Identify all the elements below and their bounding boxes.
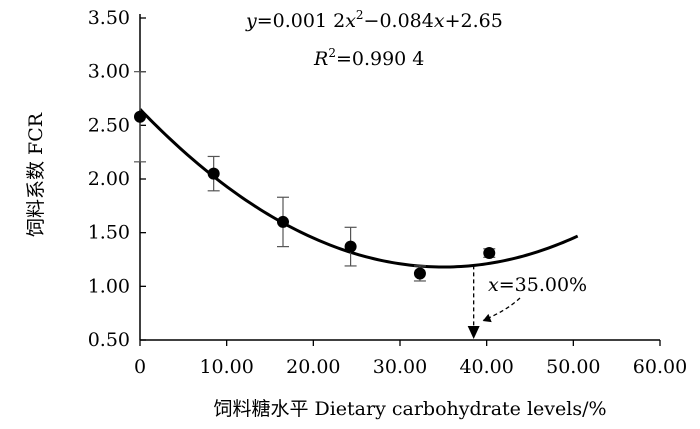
x-tick-label: 60.00 bbox=[633, 356, 687, 378]
data-point bbox=[483, 247, 496, 260]
x-axis-title: 饲料糖水平 Dietary carbohydrate levels/% bbox=[213, 398, 606, 420]
error-bars bbox=[134, 71, 496, 282]
data-point bbox=[413, 267, 426, 280]
minimum-arrowhead bbox=[467, 326, 480, 339]
x-tick-label: 10.00 bbox=[199, 356, 253, 378]
fit-equation: y=0.001 2x2−0.084x+2.65 bbox=[245, 8, 503, 32]
y-tick-label: 3.00 bbox=[88, 61, 130, 83]
y-tick-label: 3.50 bbox=[88, 7, 130, 29]
y-tick-label: 1.50 bbox=[88, 222, 130, 244]
minimum-annotation: x=35.00% bbox=[467, 265, 587, 339]
y-tick-label: 1.00 bbox=[88, 275, 130, 297]
r-squared: R2=0.990 4 bbox=[313, 46, 424, 70]
y-tick-label: 2.50 bbox=[88, 114, 130, 136]
x-tick-label: 50.00 bbox=[546, 356, 600, 378]
data-point bbox=[207, 167, 220, 180]
minimum-label: x=35.00% bbox=[488, 274, 587, 296]
data-point bbox=[344, 240, 357, 253]
x-ticks: 0 10.00 20.00 30.00 40.00 50.00 60.00 bbox=[134, 340, 687, 378]
y-tick-label: 0.50 bbox=[88, 329, 130, 351]
x-tick-label: 20.00 bbox=[286, 356, 340, 378]
x-tick-label: 30.00 bbox=[373, 356, 427, 378]
y-tick-label: 2.00 bbox=[88, 168, 130, 190]
y-ticks: 0.50 1.00 1.50 2.00 2.50 3.00 3.50 bbox=[88, 7, 146, 351]
data-points bbox=[134, 110, 496, 280]
x-tick-label: 40.00 bbox=[459, 356, 513, 378]
y-axis-title: 饲料系数 FCR bbox=[25, 112, 47, 237]
data-point bbox=[134, 110, 146, 123]
x-tick-label: 0 bbox=[134, 356, 146, 378]
data-point bbox=[277, 215, 289, 228]
annotation-pointer-arrowhead bbox=[482, 313, 492, 323]
fit-curve bbox=[138, 108, 579, 269]
